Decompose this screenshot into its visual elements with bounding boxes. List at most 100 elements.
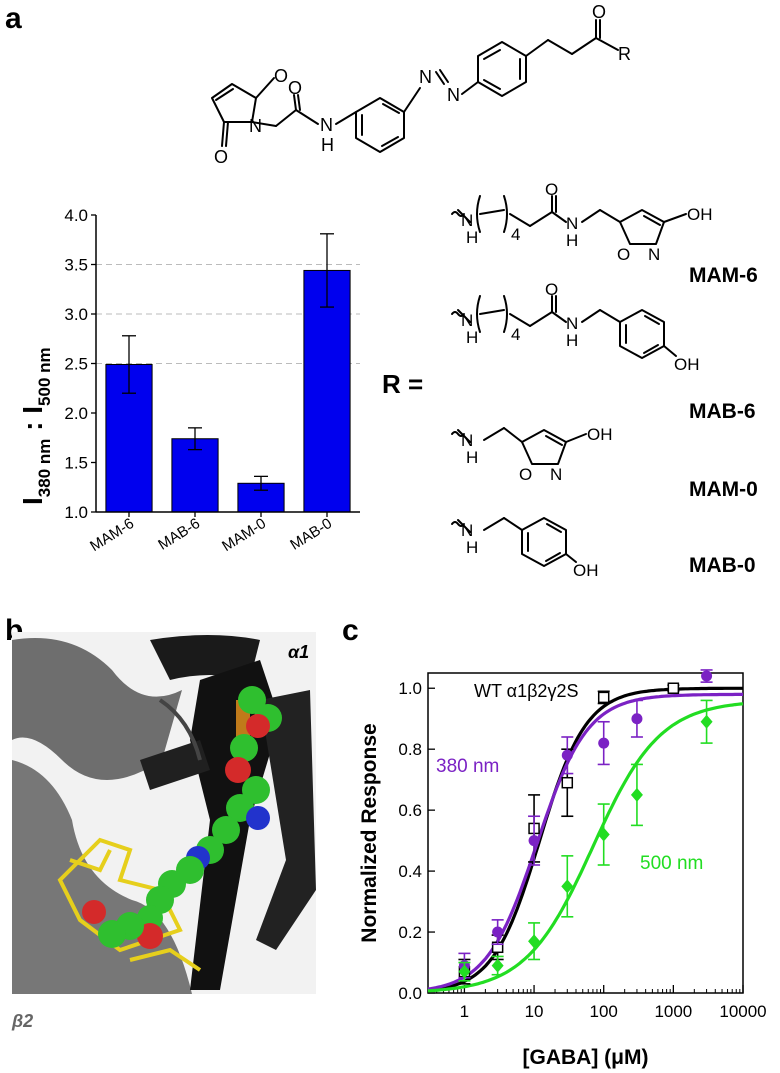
mam0-atom-n: N — [461, 431, 473, 450]
mam6-atom-h2: H — [566, 231, 578, 250]
bar-xtick-label-MAM-0: MAM-0 — [219, 515, 269, 555]
mam6-atom-n-ring: N — [648, 245, 660, 264]
dose-xtick-label-100: 100 — [590, 1002, 618, 1021]
fit-curve-1 — [427, 692, 743, 991]
point-s2-0 — [458, 964, 471, 979]
dose-annotation-title: WT α1β2γ2S — [474, 681, 578, 701]
point-s1-2 — [528, 835, 540, 847]
mam0-atom-oh: OH — [587, 425, 613, 444]
fit-curve-0 — [427, 686, 743, 993]
mam0-atom-h: H — [466, 448, 478, 467]
r-equals-label: R = — [382, 369, 423, 399]
point-s1-5 — [631, 713, 643, 725]
mam6-subscript-4: 4 — [511, 225, 520, 244]
point-s2-1 — [491, 958, 504, 973]
atom-r: R — [618, 44, 631, 64]
mam6-atom-oh: OH — [687, 205, 713, 224]
series-label-500nm: 500 nm — [640, 853, 703, 874]
point-s1-1 — [492, 926, 504, 938]
mab0-atom-h: H — [466, 538, 478, 557]
point-s2-3 — [561, 879, 574, 894]
dose-ytick-label-1.0: 1.0 — [398, 679, 422, 698]
mam6-atom-o-ring: O — [617, 245, 630, 264]
mam0-atom-o-ring: O — [519, 465, 532, 484]
mab6-atom-h: H — [466, 328, 478, 347]
mab0-atom-n: N — [461, 521, 473, 540]
point-s1-6 — [701, 670, 713, 682]
r-group-mab0 — [451, 517, 577, 567]
bar-xtick-label-MAB-0: MAB-0 — [287, 515, 335, 554]
dose-ytick-label-0.6: 0.6 — [398, 801, 422, 820]
point-s0-4 — [597, 691, 610, 704]
dose-plot-frame — [427, 672, 744, 994]
bar-ytick-label-1.0: 1.0 — [64, 503, 88, 522]
atom-o-ketone: O — [592, 2, 606, 22]
r-group-mam6 — [451, 195, 687, 245]
atom-n-azo-1: N — [419, 67, 432, 87]
bar-MAB-0 — [303, 269, 351, 513]
dose-xtick-label-1: 1 — [460, 1002, 469, 1021]
mab6-subscript-4: 4 — [511, 325, 520, 344]
point-s0-5 — [667, 682, 680, 694]
bar-ytick-label-3.0: 3.0 — [64, 305, 88, 324]
mam6-atom-n2: N — [566, 214, 578, 233]
point-s2-5 — [630, 787, 643, 802]
mab6-atom-n2: N — [566, 314, 578, 333]
r-group-label-mab0: MAB-0 — [689, 554, 756, 577]
alpha1-subunit-label: α1 — [288, 642, 309, 662]
point-s1-4 — [598, 737, 610, 749]
bar-MAB-6 — [171, 438, 219, 513]
bar-xtick-label-MAM-6: MAM-6 — [87, 515, 137, 555]
mab6-atom-o: O — [545, 280, 558, 299]
ligand-spacefill — [82, 686, 282, 949]
dose-x-axis-label: [GABA] (μM) — [523, 1046, 649, 1069]
mab6-atom-n: N — [461, 311, 473, 330]
beta2-subunit-label: β2 — [11, 1011, 33, 1031]
mab6-atom-h2: H — [566, 331, 578, 350]
dose-response-chart: 1 10 100 1000 10000 0.0 0.2 0.4 0.6 0.8 1.0 WT α1β2… — [358, 669, 767, 1069]
dose-y-axis-label: Normalized Response — [358, 723, 381, 942]
fit-curve-2 — [427, 702, 744, 993]
dose-ytick-label-0.2: 0.2 — [398, 923, 422, 942]
mam0-atom-n-ring: N — [550, 465, 562, 484]
point-s2-6 — [700, 714, 713, 729]
r-group-label-mam6: MAM-6 — [689, 264, 758, 287]
dose-xtick-label-10: 10 — [525, 1002, 544, 1021]
bar-ytick-label-2.0: 2.0 — [64, 404, 88, 423]
bar-ytick-label-4.0: 4.0 — [64, 206, 88, 225]
atom-n-azo-2: N — [447, 85, 460, 105]
atom-n-amide: N — [320, 115, 333, 135]
panel-label-a: a — [5, 2, 22, 35]
dose-ytick-label-0.4: 0.4 — [398, 862, 422, 881]
dose-xtick-label-10000: 10000 — [719, 1002, 766, 1021]
r-group-structures: R = N H 4 O N H O N OH — [382, 180, 713, 580]
r-group-mab6 — [451, 295, 677, 359]
bar-ytick-label-3.5: 3.5 — [64, 256, 88, 275]
r-group-label-mam0: MAM-0 — [689, 478, 758, 501]
bar-ytick-label-1.5: 1.5 — [64, 454, 88, 473]
mab6-atom-oh: OH — [674, 355, 700, 374]
point-s1-3 — [561, 749, 573, 761]
atom-o-maleimide-top: O — [274, 66, 288, 86]
atom-o-amide: O — [288, 78, 302, 98]
point-s2-4 — [597, 827, 610, 842]
dose-ytick-label-0.0: 0.0 — [398, 984, 422, 1003]
mam6-atom-n: N — [461, 211, 473, 230]
dose-xtick-label-1000: 1000 — [654, 1002, 692, 1021]
r-group-mam0 — [451, 427, 587, 465]
bar-ytick-label-2.5: 2.5 — [64, 355, 88, 374]
mab0-atom-oh: OH — [573, 561, 599, 580]
protein-structure-image: α1 β2 — [11, 632, 316, 1031]
mam6-atom-h: H — [466, 228, 478, 247]
atom-h-amide: H — [321, 135, 334, 155]
bar-y-axis-label: I380 nm : I500 nm — [17, 347, 54, 505]
panel-label-c: c — [342, 614, 359, 647]
atom-n-maleimide: N — [249, 116, 262, 136]
azobenzene-structure: O O N O N H N N O R — [211, 2, 631, 167]
point-s2-2 — [528, 934, 541, 949]
r-group-label-mab6: MAB-6 — [689, 400, 756, 423]
mam6-atom-o: O — [545, 180, 558, 199]
series-label-380nm: 380 nm — [436, 756, 499, 777]
bar-xtick-label-MAB-6: MAB-6 — [155, 515, 203, 554]
